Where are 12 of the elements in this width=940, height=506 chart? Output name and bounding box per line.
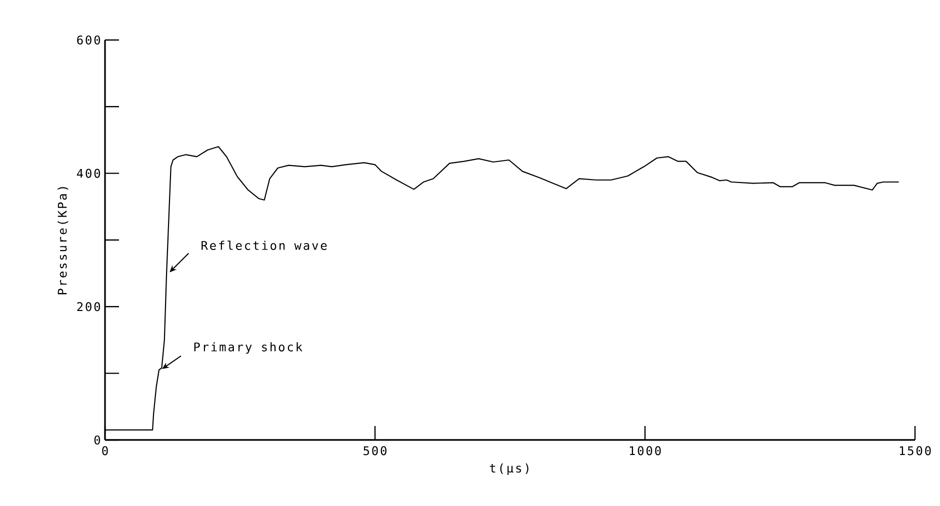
y-tick-label: 200 bbox=[77, 302, 100, 312]
y-tick-label: 0 bbox=[94, 435, 100, 445]
x-tick-label: 0 bbox=[102, 446, 108, 456]
annotation: Primary shock bbox=[194, 342, 302, 354]
x-tick-label: 500 bbox=[364, 446, 386, 456]
x-tick-label: 1500 bbox=[900, 446, 931, 456]
annotation: Reflection wave bbox=[202, 240, 327, 250]
x-tick-label: 1000 bbox=[630, 446, 661, 456]
y-tick-label: 600 bbox=[77, 35, 100, 45]
y-axis-title: Pressure(KPa) bbox=[58, 187, 68, 294]
x-axis-title: t(μs) bbox=[490, 463, 528, 475]
y-tick-label: 400 bbox=[76, 168, 100, 178]
